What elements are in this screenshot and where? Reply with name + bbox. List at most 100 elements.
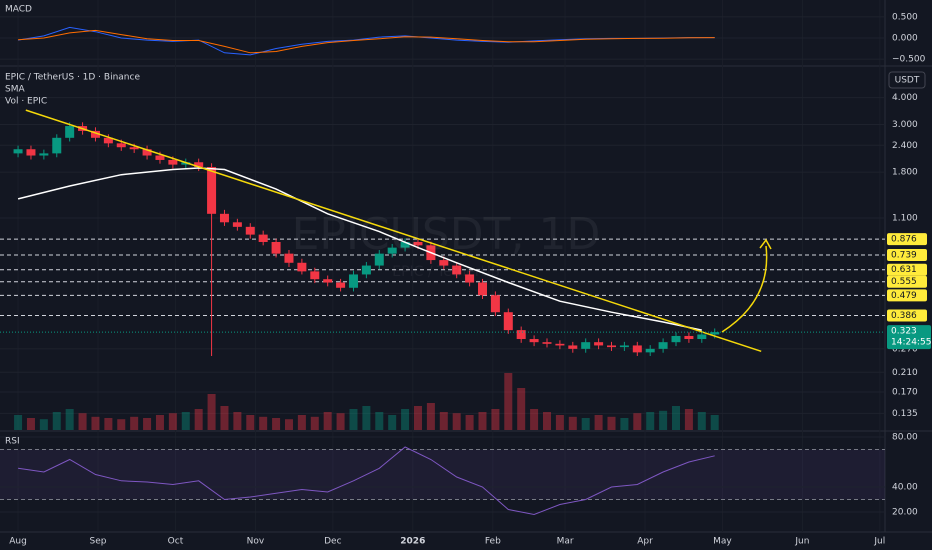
volume-bar <box>465 415 474 430</box>
candle-body <box>671 335 681 343</box>
candle-body <box>65 126 75 138</box>
volume-bar <box>26 418 35 430</box>
volume-bar <box>426 403 435 430</box>
candle-body <box>168 159 178 165</box>
x-tick-label: Mar <box>557 537 574 547</box>
x-tick-label: Jul <box>873 537 885 547</box>
candle-body <box>400 241 410 248</box>
y-tick-label: 0.500 <box>892 12 918 22</box>
y-tick-label: 80.00 <box>892 433 918 443</box>
sma-label: SMA <box>5 85 25 95</box>
y-tick-label: 4.000 <box>892 93 918 103</box>
volume-bar <box>684 409 693 430</box>
candle-body <box>439 260 449 266</box>
volume-bar <box>375 412 384 430</box>
volume-bar <box>272 418 281 430</box>
candle-body <box>116 143 126 148</box>
level-box <box>887 263 927 276</box>
candle-body <box>645 348 655 353</box>
y-tick-label: 0.000 <box>892 33 918 43</box>
x-tick-label: 2026 <box>400 537 425 547</box>
volume-bar <box>310 416 319 430</box>
volume-bar <box>207 394 216 430</box>
volume-bar <box>349 409 358 430</box>
volume-bar <box>581 418 590 430</box>
volume-bar <box>194 409 203 430</box>
y-tick-label: 2.400 <box>892 141 918 151</box>
volume-bar <box>633 413 642 430</box>
volume-bar <box>233 412 242 430</box>
candle-body <box>555 343 565 346</box>
candle-body <box>90 130 100 138</box>
volume-bar <box>181 412 190 430</box>
candle-body <box>271 241 281 254</box>
volume-bar <box>530 409 539 430</box>
x-tick-label: Nov <box>247 537 265 547</box>
level-label: 0.876 <box>891 235 917 245</box>
volume-bar <box>672 406 681 430</box>
last-price-box <box>887 325 931 350</box>
volume-bar <box>452 413 461 430</box>
symbol-label: EPIC / TetherUS · 1D · Binance <box>5 73 140 83</box>
volume-bar <box>413 406 422 430</box>
y-tick-label: 0.270 <box>892 344 918 354</box>
trend-line <box>25 109 762 353</box>
candle-body <box>129 147 139 150</box>
volume-bar <box>117 419 126 430</box>
candle-body <box>26 149 36 156</box>
candle-body <box>387 247 397 254</box>
candle-body <box>516 330 526 340</box>
candle-body <box>103 137 113 144</box>
volume-bar <box>568 416 577 430</box>
volume-bar <box>297 415 306 430</box>
level-label: 0.479 <box>891 291 917 301</box>
level-box <box>887 309 927 322</box>
candle-body <box>310 271 320 280</box>
volume-bar <box>620 418 629 430</box>
candle-body <box>232 222 242 227</box>
volume-bar <box>104 418 113 430</box>
candle-body <box>490 295 500 313</box>
watermark: EPICUSDT, 1D <box>292 209 601 260</box>
volume-bar <box>504 373 513 430</box>
level-label: 0.631 <box>891 265 917 275</box>
candle-body <box>477 282 487 296</box>
level-label: 0.555 <box>891 277 917 287</box>
rsi-label: RSI <box>5 437 20 447</box>
candle-body <box>697 334 707 340</box>
candle-body <box>568 345 578 349</box>
volume-bar <box>78 413 87 430</box>
volume-bar <box>478 412 487 430</box>
arrow-head <box>759 238 772 250</box>
currency-label[interactable]: USDT <box>895 76 920 86</box>
candle-body <box>503 312 513 331</box>
x-tick-label: May <box>713 537 732 547</box>
candle-body <box>684 335 694 340</box>
currency-button[interactable] <box>888 71 926 89</box>
x-tick-label: Jun <box>794 537 809 547</box>
y-tick-label: 20.00 <box>892 508 918 518</box>
volume-bar <box>91 416 100 430</box>
volume-bar <box>594 415 603 430</box>
y-tick-label: −0.500 <box>892 55 926 65</box>
volume-bar <box>491 409 500 430</box>
level-label: 0.386 <box>891 311 917 321</box>
level-box <box>887 275 927 288</box>
x-tick-label: Feb <box>485 537 501 547</box>
volume-bar <box>259 416 268 430</box>
candle-body <box>245 226 255 235</box>
x-tick-label: Dec <box>324 537 341 547</box>
volume-bar <box>284 419 293 430</box>
volume-bar <box>39 419 48 430</box>
volume-bar <box>362 406 371 430</box>
candle-body <box>284 253 294 263</box>
volume-bar <box>52 412 61 430</box>
volume-bar <box>130 416 139 430</box>
y-tick-label: 0.170 <box>892 387 918 397</box>
candle-body <box>194 162 204 168</box>
candle-body <box>52 137 62 154</box>
y-tick-label: 40.00 <box>892 483 918 493</box>
candle-body <box>529 339 539 343</box>
